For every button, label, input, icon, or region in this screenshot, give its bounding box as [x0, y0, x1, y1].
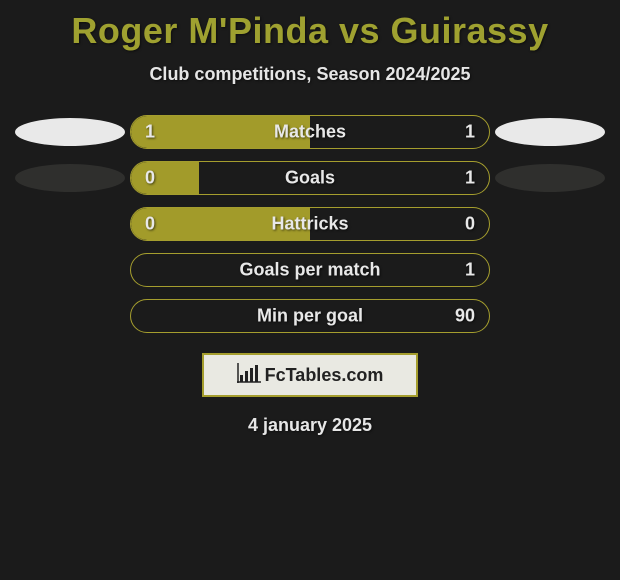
stat-label: Goals [285, 168, 335, 189]
player-right-marker [495, 164, 605, 192]
stat-bar-track: 0 Hattricks 0 [130, 207, 490, 241]
stat-row: 1 Matches 1 [10, 115, 610, 149]
date-text: 4 january 2025 [0, 415, 620, 436]
player-left-marker [15, 118, 125, 146]
page-title: Roger M'Pinda vs Guirassy [0, 0, 620, 52]
stat-value-left: 0 [145, 168, 155, 189]
logo-box: FcTables.com [202, 353, 418, 397]
stat-bar-track: 1 Matches 1 [130, 115, 490, 149]
logo-text: FcTables.com [265, 365, 384, 386]
stat-label: Matches [274, 122, 346, 143]
player-right-marker [495, 118, 605, 146]
comparison-card: Roger M'Pinda vs Guirassy Club competiti… [0, 0, 620, 580]
stat-label: Goals per match [239, 260, 380, 281]
stat-value-right: 1 [465, 260, 475, 281]
stat-bar-track: Goals per match 1 [130, 253, 490, 287]
stat-row: 0 Hattricks 0 [10, 207, 610, 241]
stat-bar-track: 0 Goals 1 [130, 161, 490, 195]
left-ellipse-wrap [10, 164, 130, 192]
left-ellipse-wrap [10, 118, 130, 146]
stat-value-right: 1 [465, 122, 475, 143]
stat-row: 0 Goals 1 [10, 161, 610, 195]
stat-row: Goals per match 1 [10, 253, 610, 287]
stat-row: Min per goal 90 [10, 299, 610, 333]
stat-label: Hattricks [271, 214, 348, 235]
stat-value-right: 0 [465, 214, 475, 235]
stat-bar-track: Min per goal 90 [130, 299, 490, 333]
stat-value-left: 0 [145, 214, 155, 235]
page-subtitle: Club competitions, Season 2024/2025 [0, 64, 620, 85]
comparison-chart: 1 Matches 1 0 Goals 1 [0, 115, 620, 333]
stat-bar-fill [131, 162, 199, 194]
bar-chart-icon [237, 363, 261, 388]
right-ellipse-wrap [490, 118, 610, 146]
player-left-marker [15, 164, 125, 192]
stat-label: Min per goal [257, 306, 363, 327]
stat-value-left: 1 [145, 122, 155, 143]
right-ellipse-wrap [490, 164, 610, 192]
stat-value-right: 90 [455, 306, 475, 327]
stat-value-right: 1 [465, 168, 475, 189]
